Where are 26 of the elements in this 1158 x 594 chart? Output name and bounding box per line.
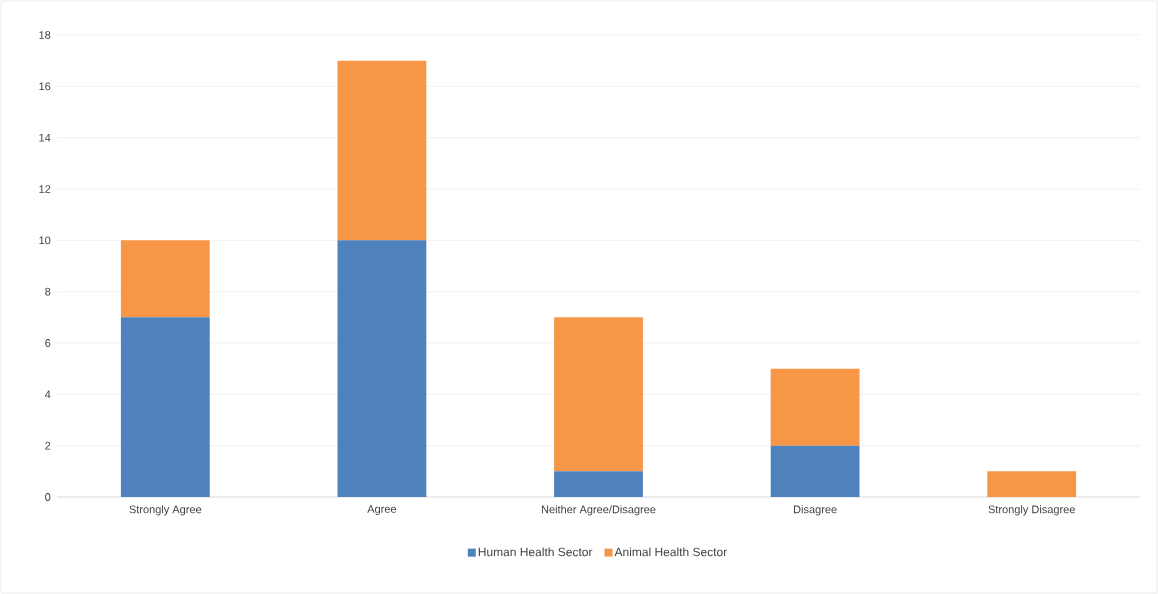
bar xyxy=(120,317,210,497)
x-tick-label: Strongly Disagree xyxy=(988,505,1075,516)
y-tick-label: 2 xyxy=(45,441,51,450)
bar xyxy=(337,60,427,241)
bar xyxy=(987,471,1077,497)
bar xyxy=(554,471,643,497)
y-tick-label: 6 xyxy=(45,339,51,347)
bar xyxy=(554,317,643,472)
x-tick-label: Disagree xyxy=(794,505,837,516)
x-tick-label: Strongly Agree xyxy=(129,505,202,516)
y-tick-label: 14 xyxy=(39,133,51,142)
y-tick-label: 12 xyxy=(39,185,51,193)
y-tick-label: 16 xyxy=(39,82,51,91)
y-tick-label: 8 xyxy=(45,287,51,296)
y-tick-label: 4 xyxy=(44,390,51,399)
bar xyxy=(770,368,860,446)
bar xyxy=(120,240,210,318)
y-tick-label: 10 xyxy=(39,236,51,245)
x-tick-label: Agree xyxy=(367,505,397,516)
bar xyxy=(337,240,427,497)
bar xyxy=(770,445,860,497)
legend-label: Animal Health Sector xyxy=(614,547,727,557)
y-tick-label: 0 xyxy=(45,493,51,501)
x-tick-label: Neither Agree/Disagree xyxy=(541,505,656,516)
y-tick-label: 18 xyxy=(39,31,51,39)
legend-label: Human Health Sector xyxy=(478,547,593,557)
